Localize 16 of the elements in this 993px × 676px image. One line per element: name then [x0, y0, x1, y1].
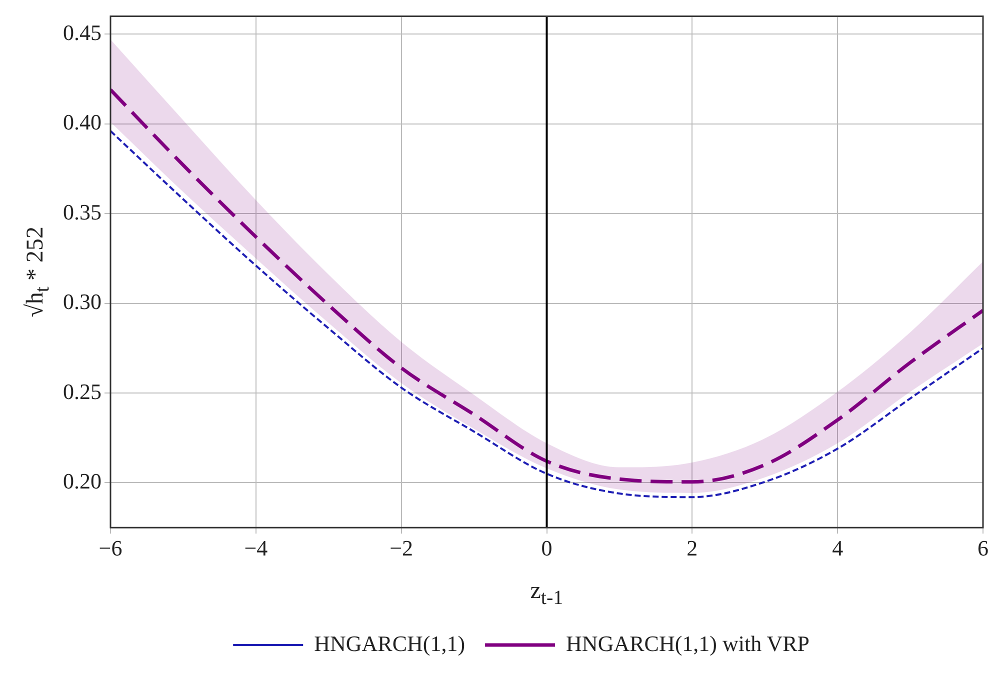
y-tick-label: 0.45	[63, 20, 102, 45]
y-tick-label: 0.35	[63, 199, 102, 224]
x-tick-label: 6	[978, 536, 988, 561]
legend-label: HNGARCH(1,1) with VRP	[566, 630, 810, 656]
x-axis-title: z$_{t-1}$	[530, 578, 564, 610]
x-tick-label: 4	[832, 536, 844, 561]
legend-label: HNGARCH(1,1)	[314, 630, 466, 656]
y-tick-label: 0.20	[63, 468, 102, 494]
x-tick-label: −4	[244, 536, 268, 561]
x-tick-label: −6	[98, 536, 122, 561]
x-tick-label: 2	[686, 536, 698, 561]
y-tick-label: 0.25	[63, 378, 102, 404]
y-tick-label: 0.40	[63, 110, 102, 135]
y-tick-label: 0.30	[63, 289, 102, 314]
x-tick-label: −2	[390, 536, 414, 561]
x-tick-label: 0	[541, 536, 552, 561]
